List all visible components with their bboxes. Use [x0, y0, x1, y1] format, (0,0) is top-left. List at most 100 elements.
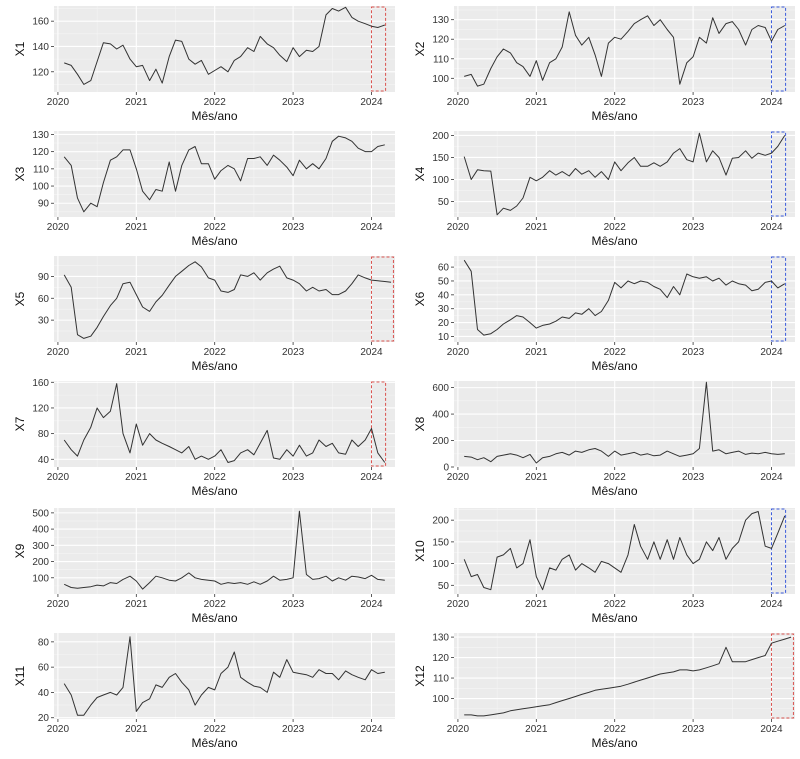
y-axis-title: X11	[13, 665, 27, 686]
y-axis-title: X2	[413, 41, 427, 56]
series-line	[464, 381, 785, 464]
y-axis-title: X1	[13, 41, 27, 56]
series-line	[63, 510, 385, 590]
series-line	[63, 636, 385, 716]
x-tick-label: 2022	[204, 347, 227, 358]
y-tick-label: 20	[438, 318, 450, 329]
y-tick-label: 60	[438, 263, 450, 274]
x-tick-label: 2024	[360, 97, 383, 108]
y-tick-label: 100	[32, 182, 49, 193]
x-tick-label: 2020	[447, 599, 470, 610]
series-line	[464, 11, 786, 87]
y-axis-title: X3	[13, 166, 27, 181]
x-tick-label: 2021	[525, 472, 548, 483]
x-tick-label: 2022	[604, 222, 627, 233]
x-tick-label: 2020	[447, 222, 470, 233]
y-axis-title: X7	[13, 416, 27, 431]
x-tick-label: 2024	[360, 472, 383, 483]
y-tick-label: 100	[432, 175, 449, 186]
chart-panel: 2020 2021 2022 2023 2024 100 110 120 130 Mês/ano X…	[413, 6, 795, 123]
y-tick-label: 110	[433, 674, 449, 685]
y-tick-label: 100	[432, 559, 449, 570]
y-tick-label: 160	[32, 378, 49, 389]
y-tick-label: 110	[33, 164, 49, 175]
x-tick-label: 2022	[204, 222, 227, 233]
x-axis-title: Mês/ano	[591, 359, 637, 373]
y-axis-title: X10	[413, 540, 427, 562]
forecast-highlight-box	[770, 508, 787, 594]
series-line	[463, 259, 786, 336]
x-tick-label: 2024	[760, 599, 783, 610]
plot-background	[454, 381, 795, 467]
x-axis-title: Mês/ano	[591, 234, 637, 248]
x-tick-label: 2020	[47, 599, 70, 610]
x-tick-label: 2022	[604, 599, 627, 610]
plot-background	[54, 633, 395, 719]
x-tick-label: 2023	[682, 97, 705, 108]
x-tick-label: 2024	[760, 724, 783, 735]
chart-panel: 2020 2021 2022 2023 2024 100 110 120 130 Mês/ano X…	[413, 633, 795, 750]
x-tick-label: 2022	[604, 347, 627, 358]
y-tick-label: 120	[432, 653, 449, 664]
x-tick-label: 2024	[360, 724, 383, 735]
x-tick-label: 2022	[204, 599, 227, 610]
x-tick-label: 2020	[47, 97, 70, 108]
series-line	[463, 132, 786, 216]
x-tick-label: 2022	[204, 97, 227, 108]
plot-background	[454, 508, 795, 594]
y-tick-label: 40	[38, 455, 50, 466]
forecast-highlight-box	[770, 633, 794, 719]
x-tick-label: 2023	[282, 724, 305, 735]
plot-background	[454, 256, 795, 342]
x-tick-label: 2021	[125, 222, 148, 233]
forecast-highlight-box	[770, 256, 787, 342]
y-tick-label: 30	[438, 304, 450, 315]
x-tick-label: 2023	[282, 347, 305, 358]
x-tick-label: 2020	[47, 472, 70, 483]
x-tick-label: 2021	[125, 599, 148, 610]
chart-panel: 2020 2021 2022 2023 2024 40 80 120 160 Mês/ano X7	[13, 378, 395, 498]
forecast-highlight-box	[370, 256, 394, 342]
forecast-highlight-box	[370, 6, 387, 92]
y-tick-label: 140	[32, 42, 49, 53]
y-tick-label: 200	[432, 516, 449, 527]
series-line	[464, 636, 792, 717]
x-tick-label: 2021	[525, 724, 548, 735]
x-tick-label: 2021	[125, 97, 148, 108]
x-axis-title: Mês/ano	[191, 611, 237, 625]
x-axis-title: Mês/ano	[191, 234, 237, 248]
y-tick-label: 90	[38, 199, 50, 210]
y-axis-title: X5	[13, 291, 27, 306]
x-axis-title: Mês/ano	[591, 736, 637, 750]
chart-panel: 2020 2021 2022 2023 2024 30 60 90 Mês/ano X5	[13, 256, 395, 373]
y-tick-label: 60	[38, 663, 50, 674]
chart-panel: 2020 2021 2022 2023 2024 90 100 110 120 130 Mês/an…	[13, 130, 395, 248]
x-tick-label: 2021	[525, 222, 548, 233]
y-tick-label: 60	[38, 294, 50, 305]
plot-background	[54, 131, 395, 217]
x-tick-label: 2021	[525, 97, 548, 108]
x-tick-label: 2022	[604, 472, 627, 483]
y-tick-label: 130	[32, 130, 49, 141]
series-line	[63, 383, 386, 463]
x-tick-label: 2023	[682, 599, 705, 610]
y-tick-label: 200	[432, 436, 449, 447]
y-tick-label: 130	[432, 15, 449, 26]
chart-panel: 2020 2021 2022 2023 2024 10 20 30 40 50 60 Mês/ano X…	[413, 256, 795, 373]
y-tick-label: 150	[432, 153, 449, 164]
chart-panel: 2020 2021 2022 2023 2024 120 140 160 Mês/ano X1	[13, 6, 395, 123]
y-axis-title: X9	[13, 543, 27, 558]
x-tick-label: 2023	[682, 222, 705, 233]
y-tick-label: 80	[38, 637, 50, 648]
y-axis-title: X4	[413, 166, 427, 181]
chart-panel: 2020 2021 2022 2023 2024 0 200 400 600 Mês/ano X8	[413, 381, 795, 498]
x-tick-label: 2020	[47, 222, 70, 233]
x-tick-label: 2024	[760, 97, 783, 108]
series-line	[64, 6, 385, 85]
y-tick-label: 120	[432, 35, 449, 46]
y-tick-label: 50	[438, 197, 450, 208]
x-tick-label: 2023	[282, 97, 305, 108]
x-tick-label: 2024	[760, 472, 783, 483]
y-tick-label: 110	[433, 54, 449, 65]
